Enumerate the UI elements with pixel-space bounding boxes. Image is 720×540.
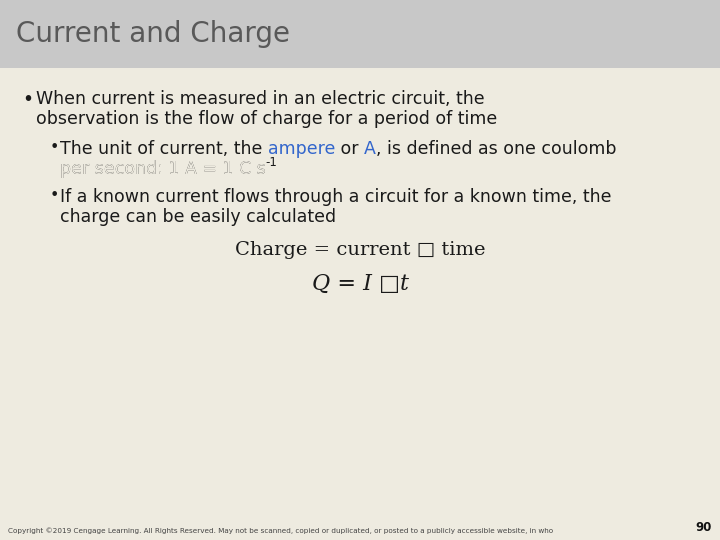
Text: Current and Charge: Current and Charge [16,20,290,48]
Text: Copyright ©2019 Cengage Learning. All Rights Reserved. May not be scanned, copie: Copyright ©2019 Cengage Learning. All Ri… [8,528,553,534]
Text: or: or [336,140,364,158]
Text: 90: 90 [696,521,712,534]
Text: , is defined as one coulomb: , is defined as one coulomb [376,140,616,158]
FancyBboxPatch shape [0,0,720,68]
Text: •: • [50,140,59,155]
Text: ampere: ampere [268,140,336,158]
Text: Charge = current □ time: Charge = current □ time [235,241,485,259]
Text: If a known current flows through a circuit for a known time, the: If a known current flows through a circu… [60,188,611,206]
Text: •: • [50,188,59,203]
Text: The unit of current, the: The unit of current, the [60,140,268,158]
Text: per second: 1 A = 1 C s: per second: 1 A = 1 C s [60,160,266,178]
Text: •: • [22,90,33,109]
Text: When current is measured in an electric circuit, the: When current is measured in an electric … [36,90,485,108]
Text: charge can be easily calculated: charge can be easily calculated [60,208,336,226]
Text: per second: 1 A = 1 C s: per second: 1 A = 1 C s [60,160,266,178]
Text: A: A [364,140,376,158]
Text: observation is the flow of charge for a period of time: observation is the flow of charge for a … [36,110,498,128]
Text: -1: -1 [266,156,278,169]
Text: Q = I □t: Q = I □t [312,273,408,295]
